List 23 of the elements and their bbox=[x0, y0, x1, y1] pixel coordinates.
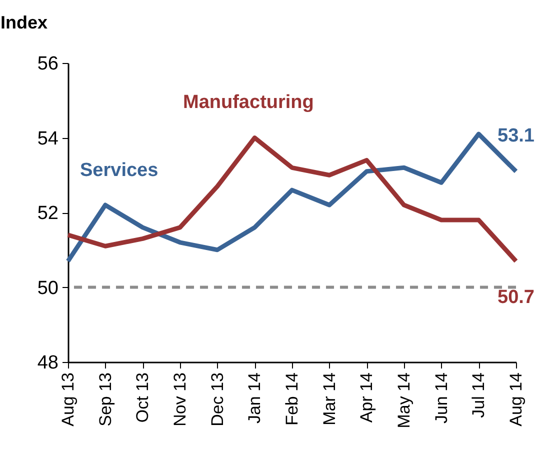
series-label: Services bbox=[80, 160, 158, 181]
y-axis-title: Index bbox=[0, 12, 48, 32]
x-tick-label: Nov 13 bbox=[170, 372, 190, 426]
x-tick-label: Jun 14 bbox=[432, 372, 451, 424]
data-label: 50.7 bbox=[498, 287, 534, 308]
x-tick-label: Apr 14 bbox=[357, 372, 376, 423]
y-tick-label: 52 bbox=[37, 203, 58, 224]
y-tick-label: 56 bbox=[37, 54, 58, 74]
series-label: Manufacturing bbox=[183, 92, 314, 113]
x-tick-label: Sep 13 bbox=[96, 372, 115, 426]
x-tick-label: Aug 13 bbox=[58, 372, 78, 426]
x-tick-label: May 14 bbox=[394, 372, 414, 428]
x-tick-label: Jul 14 bbox=[469, 372, 488, 418]
y-tick-label: 48 bbox=[37, 352, 58, 374]
x-tick-label: Aug 14 bbox=[506, 372, 526, 426]
y-tick-label: 50 bbox=[37, 278, 58, 299]
x-tick-label: Mar 14 bbox=[320, 372, 339, 426]
x-tick-label: Dec 13 bbox=[208, 372, 227, 426]
x-tick-label: Feb 14 bbox=[282, 372, 302, 426]
x-tick-label: Jan 14 bbox=[245, 372, 264, 424]
data-label: 53.1 bbox=[498, 125, 535, 146]
y-tick-label: 54 bbox=[37, 128, 59, 150]
x-tick-label: Oct 13 bbox=[133, 372, 152, 423]
